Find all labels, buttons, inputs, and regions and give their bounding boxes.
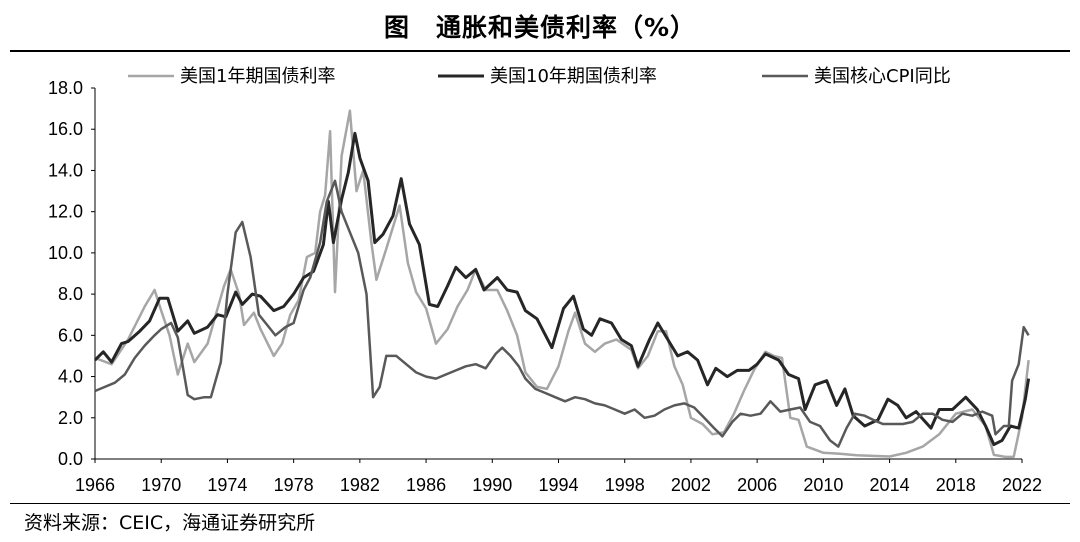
x-tick-label: 1998: [605, 475, 645, 495]
x-tick-label: 1994: [538, 475, 578, 495]
y-tick-label: 4.0: [58, 367, 83, 387]
chart-title: 图 通胀和美债利率（%）: [383, 13, 697, 42]
x-tick-label: 1978: [274, 475, 314, 495]
y-tick-label: 6.0: [58, 325, 83, 345]
x-tick-label: 2018: [936, 475, 976, 495]
y-tick-label: 18.0: [48, 78, 83, 98]
axes: [94, 88, 1022, 460]
x-tick-label: 1970: [141, 475, 181, 495]
x-tick-label: 1990: [472, 475, 512, 495]
x-tick-label: 1982: [340, 475, 380, 495]
y-tick-labels: 0.0 2.0 4.0 6.0 8.0 10.0 12.0 14.0 16.0 18.0: [48, 78, 83, 469]
x-tick-label: 1986: [406, 475, 446, 495]
y-tick-label: 0.0: [58, 449, 83, 469]
legend-label-1: 美国1年期国债利率: [180, 66, 335, 87]
x-tick-label: 2014: [870, 475, 910, 495]
x-tick-label: 1974: [207, 475, 247, 495]
x-tick-label: 2010: [803, 475, 843, 495]
source-note: 资料来源：CEIC，海通证券研究所: [24, 512, 316, 534]
source-rule: [10, 503, 1070, 504]
legend: 美国1年期国债利率 美国10年期国债利率 美国核心CPI同比: [128, 66, 951, 87]
y-tick-label: 2.0: [58, 408, 83, 428]
line-chart: 0.0 2.0 4.0 6.0 8.0 10.0 12.0 14.0 16.0 18.0 1966…: [48, 66, 1042, 495]
y-tick-label: 16.0: [48, 119, 83, 139]
y-tick-label: 12.0: [48, 202, 83, 222]
x-tick-label: 1966: [75, 475, 115, 495]
y-tick-label: 10.0: [48, 243, 83, 263]
series-line-2: [93, 131, 1031, 447]
legend-label-2: 美国10年期国债利率: [490, 66, 657, 87]
y-grid-ticks: [91, 87, 1023, 463]
legend-label-3: 美国核心CPI同比: [814, 66, 951, 87]
x-tick-label: 2002: [671, 475, 711, 495]
x-tick-label: 2006: [737, 475, 777, 495]
series-lines: [93, 109, 1031, 459]
y-tick-label: 8.0: [58, 284, 83, 304]
x-tick-label: 2022: [1002, 475, 1042, 495]
title-rule: [10, 50, 1070, 52]
series-line-3: [94, 179, 1030, 448]
series-line-1: [94, 109, 1030, 459]
x-tick-labels: 1966 1970 1974 1978 1982 1986 1990 1994 1998 2002…: [75, 475, 1042, 495]
y-tick-label: 14.0: [48, 160, 83, 180]
